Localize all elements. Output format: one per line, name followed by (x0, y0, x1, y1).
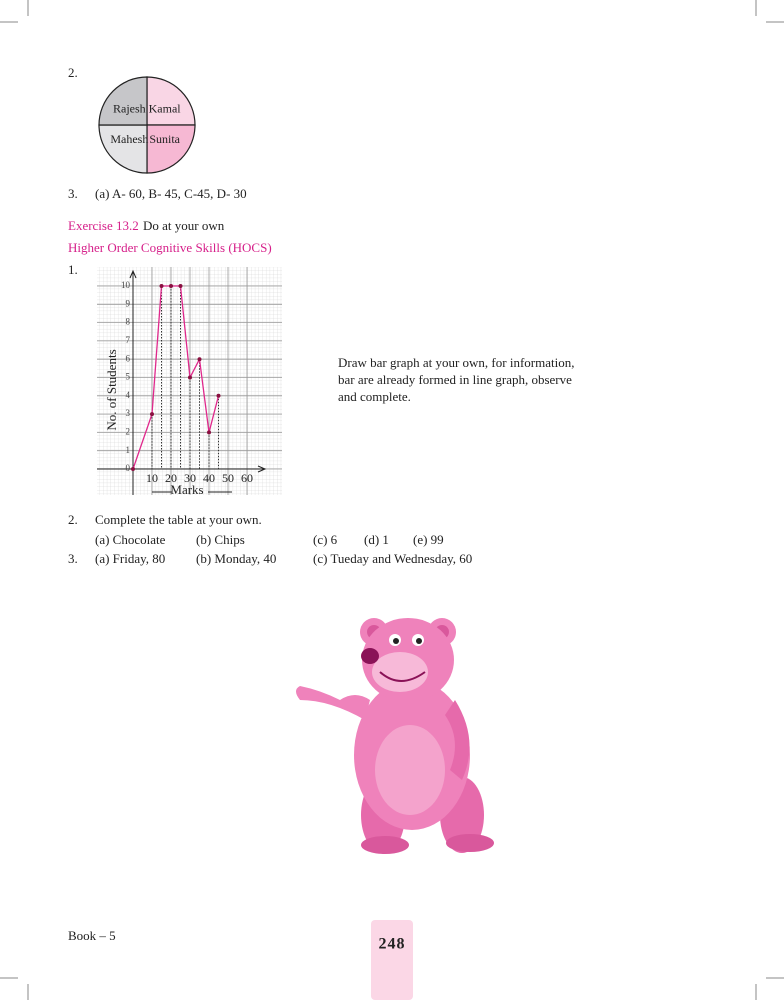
note-line: Draw bar graph at your own, for informat… (338, 355, 574, 370)
question-number: 2. (68, 65, 78, 80)
x-tick-label: 60 (241, 471, 253, 485)
data-point (188, 375, 192, 380)
pie-slice (98, 76, 148, 126)
data-point (169, 284, 173, 288)
y-tick-label: 3 (126, 408, 131, 418)
answer-part: (c) 6 (313, 532, 338, 547)
y-tick-label: 5 (126, 372, 131, 382)
pie-label: Mahesh (110, 132, 148, 146)
axis (129, 269, 137, 495)
axis (97, 465, 267, 473)
question-number: 1. (68, 262, 78, 277)
note: Draw bar graph at your own, for informat… (338, 355, 574, 404)
pie-slice (98, 124, 148, 174)
y-tick-label: 4 (126, 390, 131, 400)
pie-slice (146, 76, 196, 126)
y-tick-label: 6 (126, 353, 131, 363)
data-point (131, 467, 135, 471)
page-number-box (371, 920, 413, 1000)
pie-label: Sunita (149, 132, 180, 146)
bear-illustration (296, 618, 494, 854)
book-label: Book – 5 (68, 928, 116, 943)
note-line: and complete. (338, 389, 411, 404)
section-title: Higher Order Cognitive Skills (HOCS) (68, 240, 272, 255)
answer-part: (b) Chips (196, 532, 245, 547)
note-line: bar are already formed in line graph, ob… (338, 372, 572, 387)
y-tick-label: 0 (126, 463, 131, 473)
x-tick-label: 10 (146, 471, 158, 485)
page-number: 248 (379, 936, 406, 953)
x-tick-label: 30 (184, 471, 196, 485)
question-number: 3. (68, 551, 78, 566)
pie-slice (146, 124, 196, 174)
question-number: 3. (68, 186, 78, 201)
x-axis-label: Marks (170, 482, 203, 497)
answer-part: (a) Friday, 80 (95, 551, 165, 566)
x-tick-label: 40 (203, 471, 215, 485)
line-chart: 0 1 2 3 4 5 6 7 8 9 10 10 20 30 40 50 60 No. of Students M… (97, 267, 282, 497)
data-point (197, 357, 202, 362)
data-point (178, 284, 183, 288)
answer-part: (d) 1 (364, 532, 389, 547)
question-number: 2. (68, 512, 78, 527)
pie-label: Rajesh (113, 101, 146, 115)
answer-part: (b) Monday, 40 (196, 551, 276, 566)
y-tick-label: 8 (126, 317, 131, 327)
data-point (207, 430, 211, 435)
y-tick-label: 1 (126, 445, 131, 455)
y-axis-label: No. of Students (104, 349, 119, 430)
y-tick-label: 9 (126, 298, 131, 308)
y-tick-label: 2 (126, 426, 131, 436)
data-point (216, 393, 221, 398)
exercise-note: Do at your own (143, 218, 225, 233)
data-point (159, 284, 164, 288)
answer-part: (e) 99 (413, 532, 444, 547)
y-tick-label: 7 (126, 335, 131, 345)
answer-part: (a) Chocolate (95, 532, 166, 547)
answer: Complete the table at your own. (95, 512, 262, 527)
answer: (a) A- 60, B- 45, C-45, D- 30 (95, 186, 247, 201)
y-tick-label: 10 (121, 280, 131, 290)
data-point (150, 412, 154, 417)
x-tick-label: 50 (222, 471, 234, 485)
x-tick-label: 20 (165, 471, 177, 485)
exercise-title: Exercise 13.2 (68, 218, 139, 233)
pie-label: Kamal (149, 101, 182, 115)
answer-part: (c) Tueday and Wednesday, 60 (313, 551, 472, 566)
